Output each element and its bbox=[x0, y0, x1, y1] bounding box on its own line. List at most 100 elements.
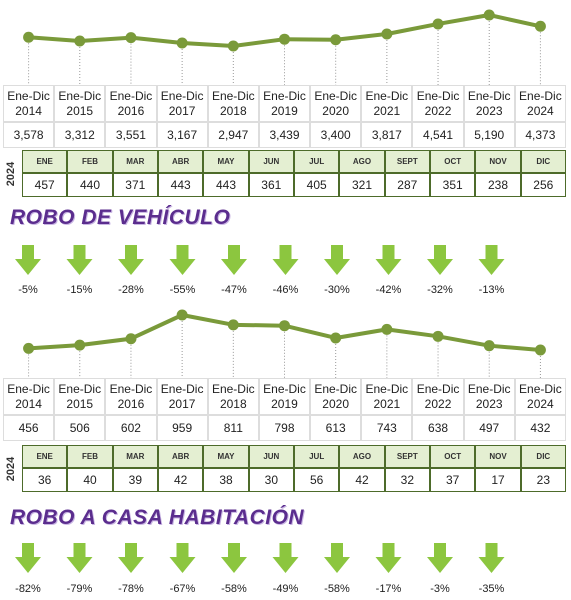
value-cell: 959 bbox=[156, 415, 208, 441]
month-header: JUL bbox=[294, 445, 340, 468]
change-label: -55% bbox=[169, 283, 196, 296]
year-cell: Ene-Dic 2023 bbox=[463, 85, 515, 122]
value-cell: 432 bbox=[514, 415, 566, 441]
down-arrow bbox=[272, 245, 299, 275]
month-header: AGO bbox=[339, 445, 385, 468]
down-arrow bbox=[66, 245, 93, 275]
value-cell: 798 bbox=[258, 415, 311, 441]
month-header: ENE bbox=[22, 445, 68, 468]
down-arrow bbox=[118, 543, 144, 573]
month-value: 238 bbox=[475, 173, 521, 197]
point bbox=[330, 34, 342, 46]
change-label: -3% bbox=[430, 582, 450, 595]
down-arrow bbox=[221, 245, 247, 275]
month-value: 321 bbox=[339, 173, 385, 197]
month-header: MAR bbox=[112, 150, 158, 173]
month-value: 37 bbox=[430, 468, 476, 492]
point bbox=[534, 20, 546, 32]
down-arrow bbox=[375, 543, 402, 573]
point bbox=[74, 35, 86, 47]
year-label: 2024 bbox=[4, 456, 17, 482]
month-header: ABR bbox=[158, 445, 204, 468]
value-cell: 3,167 bbox=[156, 122, 208, 148]
year-cell: Ene-Dic 2017 bbox=[156, 378, 208, 415]
month-value: 36 bbox=[22, 468, 68, 492]
year-cell: Ene-Dic 2024 bbox=[514, 85, 566, 122]
point bbox=[279, 33, 290, 45]
value-cell: 811 bbox=[207, 415, 259, 441]
section-title: ROBO A CASA HABITACIÓN bbox=[10, 506, 305, 529]
month-header: MAY bbox=[203, 445, 249, 468]
value-cell: 3,578 bbox=[3, 122, 55, 148]
year-cell: Ene-Dic 2021 bbox=[361, 85, 413, 122]
year-cell: Ene-Dic 2015 bbox=[54, 378, 106, 415]
year-cell: Ene-Dic 2014 bbox=[3, 378, 55, 415]
point bbox=[330, 332, 342, 344]
point bbox=[227, 40, 239, 52]
change-label: -46% bbox=[272, 283, 299, 296]
point bbox=[176, 309, 188, 321]
down-arrow bbox=[324, 245, 350, 275]
point bbox=[176, 37, 188, 49]
point bbox=[483, 9, 495, 21]
month-header: DIC bbox=[520, 150, 566, 173]
change-label: -42% bbox=[375, 283, 402, 296]
down-arrow bbox=[427, 245, 453, 275]
year-cell: Ene-Dic 2015 bbox=[54, 85, 106, 122]
value-cell: 3,400 bbox=[310, 122, 362, 148]
month-value: 30 bbox=[248, 468, 294, 492]
change-label: -13% bbox=[478, 283, 505, 296]
month-value: 40 bbox=[67, 468, 113, 492]
change-label: -78% bbox=[118, 582, 144, 595]
change-label: -35% bbox=[478, 582, 505, 595]
change-label: -15% bbox=[66, 283, 93, 296]
change-label: -47% bbox=[221, 283, 247, 296]
month-value: 405 bbox=[294, 173, 340, 197]
month-value: 42 bbox=[158, 468, 204, 492]
change-label: -28% bbox=[118, 283, 144, 296]
value-cell: 2,947 bbox=[207, 122, 259, 148]
month-value: 42 bbox=[339, 468, 385, 492]
year-cell: Ene-Dic 2018 bbox=[207, 378, 259, 415]
month-value: 443 bbox=[158, 173, 204, 197]
month-header: FEB bbox=[67, 445, 113, 468]
month-value: 457 bbox=[22, 173, 68, 197]
month-value: 17 bbox=[475, 468, 521, 492]
month-value: 440 bbox=[67, 173, 113, 197]
month-value: 371 bbox=[112, 173, 158, 197]
month-value: 351 bbox=[430, 173, 476, 197]
change-label: -82% bbox=[15, 582, 41, 595]
point bbox=[381, 28, 393, 40]
down-arrow bbox=[15, 543, 41, 573]
month-value: 39 bbox=[112, 468, 158, 492]
value-cell: 5,190 bbox=[463, 122, 515, 148]
year-cell: Ene-Dic 2017 bbox=[156, 85, 208, 122]
value-cell: 613 bbox=[310, 415, 362, 441]
month-value: 32 bbox=[384, 468, 430, 492]
point bbox=[432, 330, 444, 342]
year-cell: Ene-Dic 2014 bbox=[3, 85, 55, 122]
year-cell: Ene-Dic 2018 bbox=[207, 85, 259, 122]
change-label: -58% bbox=[221, 582, 247, 595]
value-cell: 3,817 bbox=[361, 122, 413, 148]
year-cell: Ene-Dic 2016 bbox=[105, 378, 157, 415]
down-arrow bbox=[15, 245, 41, 275]
change-label: -17% bbox=[375, 582, 402, 595]
year-cell: Ene-Dic 2016 bbox=[105, 85, 157, 122]
value-cell: 4,541 bbox=[412, 122, 464, 148]
month-value: 256 bbox=[520, 173, 566, 197]
value-cell: 497 bbox=[463, 415, 515, 441]
month-header: ABR bbox=[158, 150, 204, 173]
down-arrow bbox=[66, 543, 93, 573]
month-value: 38 bbox=[203, 468, 249, 492]
down-arrow bbox=[478, 245, 505, 275]
month-header: NOV bbox=[475, 445, 521, 468]
point bbox=[279, 320, 290, 332]
month-value: 443 bbox=[203, 173, 249, 197]
down-arrow bbox=[427, 543, 453, 573]
month-header: DIC bbox=[520, 445, 566, 468]
month-header: MAY bbox=[203, 150, 249, 173]
year-cell: Ene-Dic 2024 bbox=[514, 378, 566, 415]
